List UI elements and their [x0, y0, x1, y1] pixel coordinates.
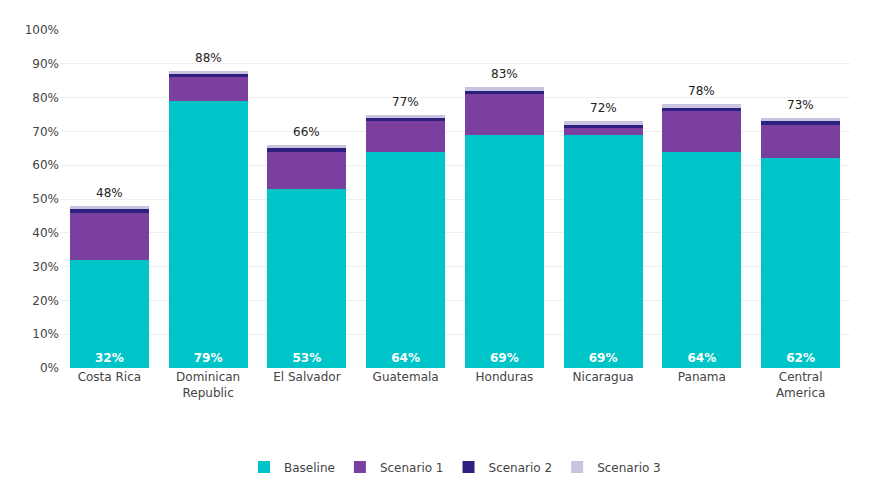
svg-text:DominicanRepublic: DominicanRepublic	[176, 370, 240, 400]
svg-text:53%: 53%	[293, 351, 322, 365]
svg-text:Guatemala: Guatemala	[373, 370, 439, 384]
svg-text:66%: 66%	[293, 125, 320, 139]
svg-text:64%: 64%	[688, 351, 717, 365]
svg-text:64%: 64%	[391, 351, 420, 365]
svg-text:CentralAmerica: CentralAmerica	[776, 370, 826, 400]
svg-text:62%: 62%	[786, 351, 815, 365]
svg-text:32%: 32%	[95, 351, 124, 365]
svg-text:Panama: Panama	[678, 370, 726, 384]
svg-text:72%: 72%	[590, 101, 617, 115]
svg-text:Costa Rica: Costa Rica	[78, 370, 141, 384]
svg-text:79%: 79%	[194, 351, 223, 365]
svg-text:40%: 40%	[32, 226, 59, 240]
svg-text:Scenario 1: Scenario 1	[380, 461, 444, 475]
svg-text:83%: 83%	[491, 67, 518, 81]
svg-text:El Salvador: El Salvador	[273, 370, 340, 384]
svg-text:0%: 0%	[40, 361, 59, 375]
svg-text:Baseline: Baseline	[284, 461, 335, 475]
svg-text:78%: 78%	[688, 84, 715, 98]
svg-text:69%: 69%	[490, 351, 519, 365]
svg-text:10%: 10%	[32, 327, 59, 341]
svg-text:30%: 30%	[32, 260, 59, 274]
svg-text:88%: 88%	[195, 51, 222, 65]
svg-text:Scenario 2: Scenario 2	[489, 461, 553, 475]
svg-text:90%: 90%	[32, 57, 59, 71]
svg-text:Nicaragua: Nicaragua	[573, 370, 634, 384]
svg-text:69%: 69%	[589, 351, 618, 365]
svg-text:73%: 73%	[787, 98, 814, 112]
svg-text:Scenario 3: Scenario 3	[597, 461, 661, 475]
svg-text:60%: 60%	[32, 158, 59, 172]
svg-text:48%: 48%	[96, 186, 123, 200]
svg-text:20%: 20%	[32, 294, 59, 308]
svg-text:50%: 50%	[32, 192, 59, 206]
svg-text:77%: 77%	[392, 95, 419, 109]
svg-text:80%: 80%	[32, 91, 59, 105]
svg-text:100%: 100%	[25, 23, 59, 37]
svg-text:Honduras: Honduras	[476, 370, 534, 384]
svg-text:70%: 70%	[32, 125, 59, 139]
